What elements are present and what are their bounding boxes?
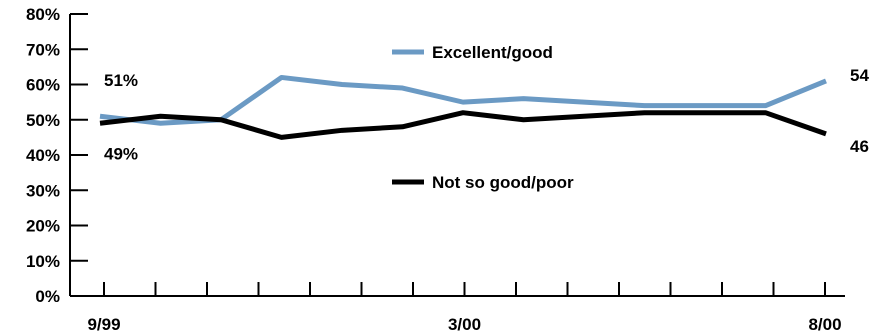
y-tick-label: 50% (26, 111, 60, 130)
y-tick-label: 60% (26, 76, 60, 95)
y-tick-label: 80% (26, 5, 60, 24)
y-axis: 0% 10% 20% 30% 40% 50% 60% 70% 80% (26, 5, 88, 306)
data-label: 49% (104, 144, 138, 163)
y-tick-label: 10% (26, 252, 60, 271)
data-label: 51% (104, 71, 138, 90)
x-tick-label: 8/00 (808, 315, 841, 334)
y-tick-label: 70% (26, 40, 60, 59)
data-label: 54% (850, 66, 869, 85)
y-tick-label: 30% (26, 181, 60, 200)
data-label: 46% (850, 137, 869, 156)
x-axis: 9/99 3/00 8/00 (70, 282, 845, 334)
legend-label-not-so-good-poor: Not so good/poor (432, 173, 574, 192)
series-layer (100, 77, 826, 137)
y-tick-label: 0% (35, 287, 60, 306)
legend-label-excellent-good: Excellent/good (432, 43, 553, 62)
x-tick-label: 9/99 (87, 315, 120, 334)
x-tick-label: 3/00 (448, 315, 481, 334)
series-line-not-so-good-poor (100, 113, 826, 138)
y-tick-label: 20% (26, 217, 60, 236)
y-tick-label: 40% (26, 146, 60, 165)
series-line-excellent-good (100, 77, 826, 123)
